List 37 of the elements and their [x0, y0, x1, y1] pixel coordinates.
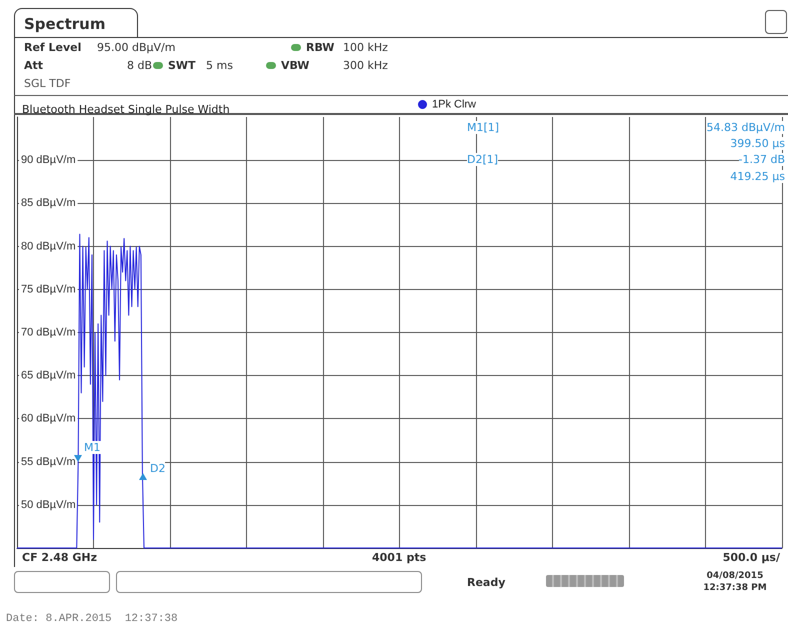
- text: 100 kHz: [343, 41, 388, 54]
- text: Spectrum: [24, 15, 106, 33]
- annotation: 419.25 µs: [730, 170, 785, 183]
- annotation: D2[1]: [467, 153, 498, 166]
- legend-label: 1Pk Clrw: [432, 98, 476, 110]
- y-tick-label: 55 dBµV/m: [21, 456, 76, 468]
- text: SGL TDF: [24, 77, 71, 90]
- text: VBW: [281, 59, 310, 72]
- text: CF 2.48 GHz: [22, 551, 98, 564]
- annotation: M1[1]: [467, 121, 500, 134]
- text: 95.00 dBµV/m: [97, 41, 176, 54]
- text: 04/08/2015 12:37:38 PM: [702, 570, 768, 594]
- y-tick-label: 65 dBµV/m: [21, 370, 76, 382]
- annotation: M1: [84, 441, 100, 454]
- text: 500.0 µs/: [722, 551, 780, 564]
- y-tick-label: 85 dBµV/m: [21, 197, 76, 210]
- text: SWT: [168, 59, 196, 72]
- y-tick-label: 90 dBµV/m: [21, 154, 76, 166]
- y-tick-label: 60 dBµV/m: [21, 412, 76, 425]
- text: 5 ms: [206, 59, 233, 72]
- annotation: D2: [150, 462, 166, 475]
- annotation: 399.50 µs: [730, 137, 785, 150]
- y-tick-label: 50 dBµV/m: [21, 498, 76, 511]
- text: Date: 8.APR.2015 12:37:38: [6, 612, 178, 626]
- text: 4001 pts: [372, 551, 426, 564]
- text: Ref Level: [24, 41, 82, 54]
- annotation: 54.83 dBµV/m: [706, 121, 785, 134]
- chart-title: Bluetooth Headset Single Pulse Width: [22, 103, 230, 116]
- annotation: -1.37 dB: [738, 153, 785, 166]
- text: RBW: [306, 41, 334, 54]
- text: Att: [24, 59, 44, 72]
- y-tick-label: 80 dBµV/m: [21, 240, 76, 252]
- y-tick-label: 75 dBµV/m: [21, 283, 76, 296]
- y-tick-label: 70 dBµV/m: [21, 326, 76, 338]
- text: Ready: [467, 576, 506, 589]
- text: 300 kHz: [343, 59, 388, 72]
- text: 8 dB: [126, 59, 152, 72]
